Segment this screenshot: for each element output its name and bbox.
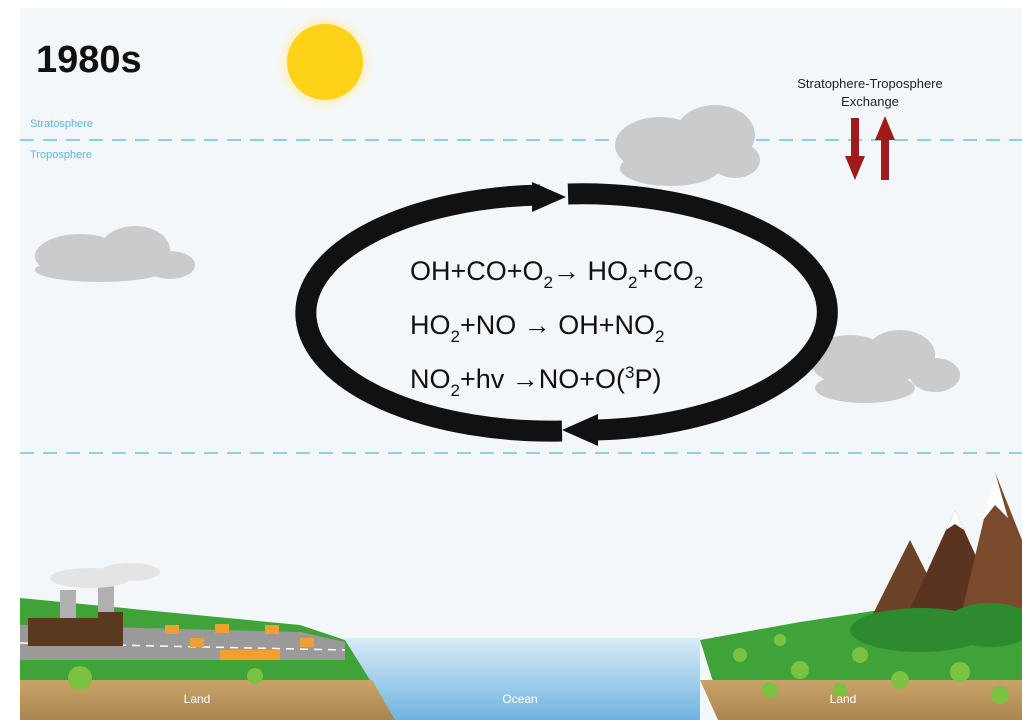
reaction-text: +CO	[638, 256, 694, 286]
reaction-text: OH+CO+O	[410, 256, 544, 286]
reaction-text: → HO	[553, 256, 628, 286]
ground-label: Land	[830, 692, 857, 706]
reaction-text: +hv →NO+O(	[460, 364, 625, 394]
reaction-sub: 2	[451, 327, 460, 346]
trees	[68, 634, 1009, 704]
layer-label: Troposphere	[30, 149, 92, 161]
title: 1980s	[36, 39, 142, 81]
soil-left	[20, 680, 395, 720]
soil-right	[700, 680, 1022, 720]
reaction: NO2+hv →NO+O(3P)	[410, 363, 661, 400]
clouds	[35, 105, 960, 403]
reaction-sub: 2	[451, 381, 460, 400]
arrowhead	[532, 182, 566, 212]
reaction-text: P)	[634, 364, 661, 394]
reaction-sub: 2	[544, 273, 553, 292]
exchange-label: Stratophere-Troposphere	[797, 76, 943, 91]
ocean	[345, 638, 700, 720]
cycle-arrows	[295, 183, 838, 442]
sun	[287, 24, 363, 100]
reaction-text: HO	[410, 310, 451, 340]
mountains	[850, 472, 1022, 652]
layer-label: Stratosphere	[30, 118, 93, 130]
ground-label: Land	[184, 692, 211, 706]
reaction-sub: 2	[628, 273, 637, 292]
reaction-sub: 2	[694, 273, 703, 292]
reaction-sup: 3	[625, 363, 634, 382]
ground-label: Ocean	[502, 692, 537, 706]
reaction-sub: 2	[655, 327, 664, 346]
houses	[165, 624, 314, 660]
arrowhead	[562, 414, 598, 446]
reaction-text: +NO → OH+NO	[460, 310, 655, 340]
reaction-text: NO	[410, 364, 451, 394]
reaction: HO2+NO → OH+NO2	[410, 310, 664, 346]
exchange-label: Exchange	[841, 94, 899, 109]
reaction: OH+CO+O2→ HO2+CO2	[410, 256, 703, 292]
factory	[28, 563, 160, 646]
exchange-arrows	[845, 116, 895, 180]
